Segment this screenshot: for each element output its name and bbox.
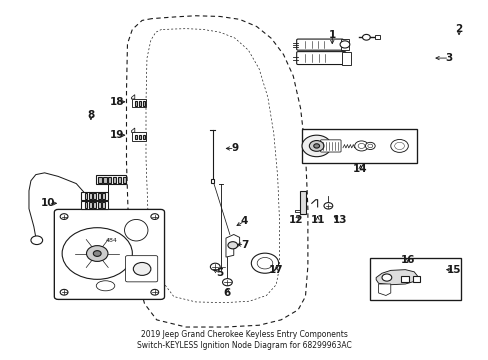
Circle shape <box>133 262 151 275</box>
FancyBboxPatch shape <box>320 140 340 152</box>
Circle shape <box>313 144 319 148</box>
Polygon shape <box>378 284 390 296</box>
FancyBboxPatch shape <box>369 258 460 300</box>
Bar <box>135 102 137 106</box>
Circle shape <box>257 257 272 269</box>
Circle shape <box>309 140 324 151</box>
Circle shape <box>362 35 369 40</box>
Text: 18: 18 <box>109 97 124 107</box>
Circle shape <box>302 135 330 157</box>
Text: 4: 4 <box>240 216 248 226</box>
Bar <box>84 193 87 199</box>
Circle shape <box>324 203 332 209</box>
Bar <box>102 202 105 208</box>
Bar <box>98 177 102 183</box>
Bar <box>81 192 108 200</box>
Text: 17: 17 <box>268 265 283 275</box>
Text: 16: 16 <box>400 255 414 265</box>
Bar <box>135 135 137 139</box>
Circle shape <box>93 251 101 256</box>
Text: 484: 484 <box>106 238 118 243</box>
Text: 11: 11 <box>310 215 324 225</box>
Bar <box>118 177 121 183</box>
Circle shape <box>227 242 237 249</box>
Circle shape <box>357 143 364 148</box>
Circle shape <box>151 214 158 220</box>
Circle shape <box>210 263 220 270</box>
Text: 14: 14 <box>352 164 367 174</box>
Bar <box>93 193 96 199</box>
Text: 15: 15 <box>446 265 461 275</box>
Circle shape <box>251 253 278 273</box>
Circle shape <box>339 41 349 48</box>
FancyBboxPatch shape <box>302 129 416 163</box>
Bar <box>108 177 111 183</box>
FancyBboxPatch shape <box>296 39 343 50</box>
Bar <box>412 276 419 282</box>
Circle shape <box>365 142 374 149</box>
Bar <box>89 193 92 199</box>
Bar <box>98 193 101 199</box>
FancyBboxPatch shape <box>125 256 158 282</box>
Bar <box>98 202 101 208</box>
Bar <box>84 202 87 208</box>
FancyBboxPatch shape <box>54 210 164 300</box>
Bar <box>81 201 108 209</box>
Circle shape <box>381 274 391 281</box>
Bar <box>103 177 106 183</box>
Bar <box>113 177 116 183</box>
Text: 9: 9 <box>231 143 238 153</box>
Text: 12: 12 <box>288 215 303 225</box>
Circle shape <box>31 236 42 244</box>
Bar <box>374 36 379 39</box>
Text: 10: 10 <box>41 198 56 208</box>
Polygon shape <box>375 270 417 285</box>
Polygon shape <box>225 234 239 257</box>
Bar <box>122 177 126 183</box>
Bar <box>300 191 306 214</box>
Bar <box>341 52 350 64</box>
Bar <box>93 202 96 208</box>
Circle shape <box>367 144 372 148</box>
Polygon shape <box>132 99 146 107</box>
FancyBboxPatch shape <box>296 51 345 64</box>
Circle shape <box>390 139 407 152</box>
Text: 19: 19 <box>109 130 123 140</box>
Bar <box>142 102 145 106</box>
Bar <box>139 135 141 139</box>
Circle shape <box>86 246 108 261</box>
Polygon shape <box>131 128 135 132</box>
Bar <box>96 175 126 184</box>
Bar <box>340 39 348 50</box>
Polygon shape <box>132 132 146 140</box>
Bar <box>142 135 145 139</box>
Text: 5: 5 <box>216 268 224 278</box>
Bar <box>102 193 105 199</box>
Circle shape <box>222 279 232 286</box>
Text: 2019 Jeep Grand Cherokee Keyless Entry Components
Switch-KEYLESS Ignition Node D: 2019 Jeep Grand Cherokee Keyless Entry C… <box>137 329 351 350</box>
Text: 1: 1 <box>328 30 335 40</box>
Bar <box>400 276 408 282</box>
Circle shape <box>60 289 68 295</box>
Text: 7: 7 <box>240 239 248 249</box>
Text: 2: 2 <box>454 24 462 35</box>
Circle shape <box>60 214 68 220</box>
Ellipse shape <box>96 281 115 291</box>
Circle shape <box>394 142 404 149</box>
Text: 6: 6 <box>224 288 231 298</box>
Text: 13: 13 <box>332 215 346 225</box>
Bar <box>139 102 141 106</box>
Text: 8: 8 <box>87 111 94 121</box>
Bar <box>89 202 92 208</box>
Ellipse shape <box>124 220 148 241</box>
Text: 3: 3 <box>445 53 452 63</box>
Circle shape <box>151 289 158 295</box>
Bar <box>211 179 214 183</box>
Circle shape <box>354 141 367 151</box>
Circle shape <box>62 228 132 279</box>
Polygon shape <box>131 95 135 99</box>
